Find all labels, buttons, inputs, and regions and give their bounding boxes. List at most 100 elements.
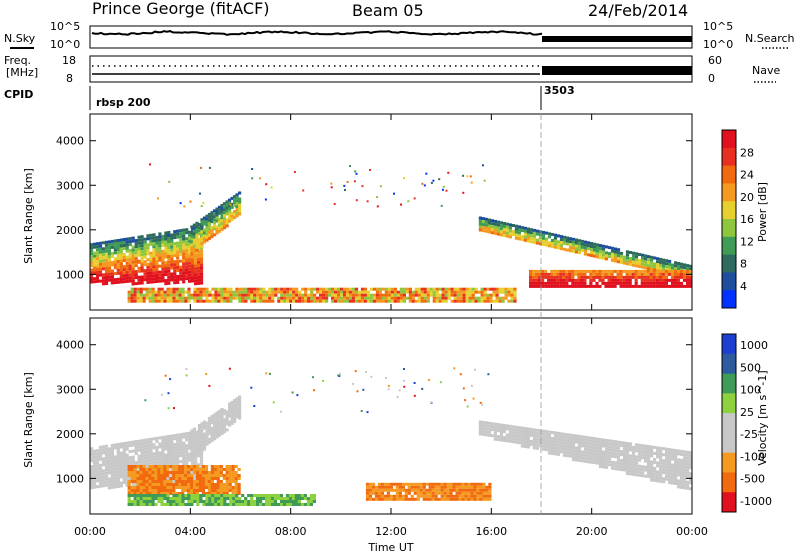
velocity-cell: [233, 420, 237, 424]
power-cell: [194, 270, 198, 274]
power-cell: [328, 287, 332, 291]
velocity-cell: [622, 450, 627, 454]
power-cell: [230, 214, 234, 218]
power-cell: [176, 235, 180, 239]
velocity-cell: [650, 448, 654, 452]
velocity-cell: [198, 474, 203, 477]
velocity-cell: [312, 497, 316, 500]
velocity-cell: [163, 468, 167, 471]
velocity-cell: [198, 486, 203, 489]
velocity-cell: [167, 459, 171, 462]
velocity-cell: [200, 437, 204, 441]
power-cell: [125, 246, 129, 250]
colorbar-frame: [721, 129, 737, 309]
velocity-speckle: [472, 397, 475, 400]
velocity-cell: [137, 445, 141, 449]
power-cell: [139, 293, 143, 297]
velocity-cell: [230, 403, 234, 407]
velocity-cell: [607, 454, 612, 458]
velocity-cell: [201, 471, 206, 474]
velocity-cell: [152, 437, 156, 441]
velocity-cell: [553, 443, 558, 447]
power-cell: [182, 237, 186, 241]
velocity-cell: [529, 442, 533, 446]
velocity-cell: [163, 497, 167, 500]
power-cell: [363, 296, 368, 300]
power-cell: [182, 234, 186, 238]
velocity-cell: [428, 497, 432, 501]
power-cell: [462, 290, 466, 294]
power-cell: [340, 296, 344, 300]
velocity-cell: [410, 497, 414, 501]
power-cell: [179, 268, 183, 272]
velocity-cell: [119, 457, 123, 461]
power-cell: [241, 293, 245, 297]
power-cell: [514, 227, 518, 231]
velocity-cell: [404, 491, 408, 495]
power-cell: [238, 200, 242, 204]
power-cell: [405, 290, 409, 294]
velocity-cell: [172, 503, 176, 506]
velocity-cell: [559, 450, 564, 454]
power-cell: [659, 257, 663, 261]
power-cell: [200, 242, 204, 246]
power-cell: [535, 284, 539, 288]
power-cell: [233, 210, 237, 214]
velocity-cell: [637, 464, 642, 468]
power-cell: [161, 267, 165, 271]
power-cell: [167, 281, 171, 285]
velocity-cell: [125, 477, 129, 481]
velocity-cell: [225, 492, 229, 495]
power-cell: [176, 278, 180, 281]
velocity-cell: [122, 457, 126, 460]
velocity-cell: [443, 485, 447, 489]
power-cell: [529, 275, 533, 279]
power-cell: [222, 202, 227, 206]
power-cell: [230, 196, 234, 200]
velocity-cell: [205, 500, 209, 503]
velocity-cell: [178, 494, 182, 497]
velocity-cell: [446, 482, 450, 486]
power-cell: [122, 241, 126, 244]
power-cell: [173, 233, 177, 237]
power-cell: [292, 293, 296, 297]
power-cell: [155, 253, 159, 257]
power-cell: [143, 246, 147, 250]
x-tick-label: 00:00: [676, 525, 708, 538]
velocity-cell: [178, 500, 182, 503]
power-cell: [644, 260, 648, 264]
velocity-cell: [422, 494, 426, 498]
power-cell: [184, 299, 188, 303]
power-cell: [131, 254, 135, 258]
velocity-cell: [550, 443, 555, 446]
x-tick-label: 12:00: [375, 525, 407, 538]
velocity-cell: [136, 465, 140, 468]
power-cell: [199, 296, 203, 300]
power-cell: [152, 242, 156, 246]
velocity-cell: [133, 468, 137, 471]
velocity-cell: [130, 494, 134, 497]
power-cell: [155, 274, 159, 277]
power-cell: [179, 244, 183, 248]
power-cell: [205, 220, 209, 224]
velocity-cell: [173, 458, 177, 462]
power-cell: [196, 254, 201, 258]
power-cell: [574, 281, 578, 285]
power-cell: [90, 252, 94, 256]
velocity-cell: [220, 423, 224, 426]
power-cell: [283, 296, 287, 300]
power-cell: [212, 224, 217, 228]
velocity-cell: [294, 500, 298, 503]
velocity-speckle: [459, 373, 462, 376]
power-cell: [571, 240, 576, 244]
power-cell: [134, 260, 138, 264]
velocity-cell: [172, 500, 176, 503]
power-cell: [598, 256, 603, 260]
power-cell: [238, 287, 242, 291]
power-cell: [337, 299, 341, 303]
power-cell: [146, 234, 150, 238]
power-cell: [465, 290, 469, 294]
velocity-cell: [217, 503, 221, 506]
velocity-cell: [197, 430, 202, 433]
